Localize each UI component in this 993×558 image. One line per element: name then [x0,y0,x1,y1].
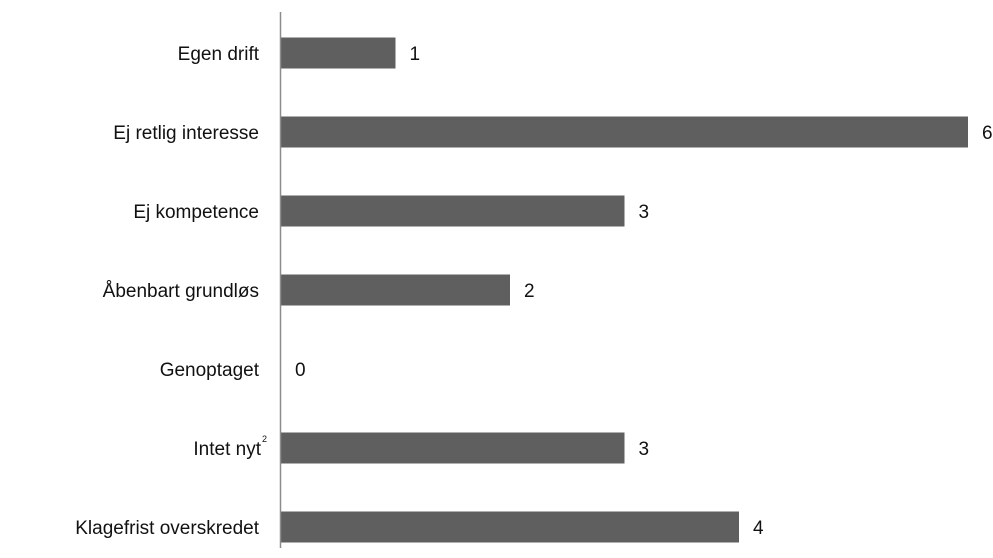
category-label-ej-retlig-interesse: Ej retlig interesse [113,123,259,144]
category-label-egen-drift: Egen drift [178,44,260,65]
bar-egen-drift [281,37,396,69]
data-label-genoptaget: 0 [295,360,306,381]
category-footnote-intet-nyt: 2 [262,434,267,444]
category-label-klagefrist-overskredet: Klagefrist overskredet [75,518,259,539]
data-label-abenbart-grundlos: 2 [524,281,535,302]
bar-intet-nyt [281,432,625,464]
bar-ej-kompetence [281,195,625,227]
data-label-egen-drift: 1 [410,44,421,65]
category-label-ej-kompetence: Ej kompetence [133,202,259,223]
bar-ej-retlig-interesse [281,116,968,148]
data-labels-layer: 1 6 3 2 0 3 4 [295,44,993,539]
bars-layer [281,37,968,543]
category-labels-layer: Egen drift Ej retlig interesse Ej kompeten… [75,44,267,539]
bar-abenbart-grundlos [281,274,510,306]
category-label-intet-nyt: Intet nyt [193,439,261,460]
bar-klagefrist-overskredet [281,511,739,543]
category-label-abenbart-grundlos: Åbenbart grundløs [103,281,259,302]
category-label-genoptaget: Genoptaget [160,360,260,381]
data-label-ej-retlig-interesse: 6 [982,123,993,144]
data-label-ej-kompetence: 3 [639,202,650,223]
data-label-klagefrist-overskredet: 4 [753,518,764,539]
data-label-intet-nyt: 3 [639,439,650,460]
